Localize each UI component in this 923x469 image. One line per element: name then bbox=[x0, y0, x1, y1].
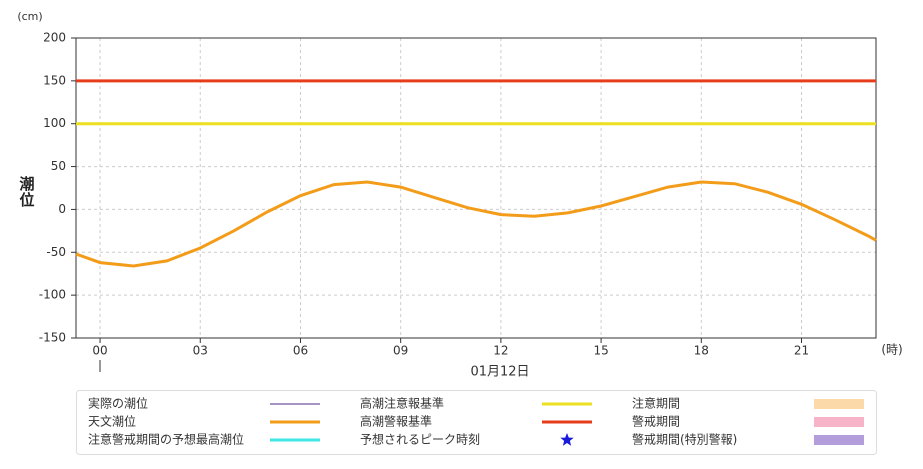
x-tick-label: 21 bbox=[794, 344, 809, 358]
legend-label: 注意警戒期間の予想最高潮位 bbox=[88, 432, 244, 447]
legend-label: 高潮警報基準 bbox=[360, 414, 432, 429]
legend-label: 警戒期間 bbox=[632, 414, 680, 429]
tide-line bbox=[75, 180, 877, 268]
x-tick-label: 12 bbox=[493, 344, 508, 358]
y-tick-label: -100 bbox=[39, 288, 66, 302]
y-tick-label: 100 bbox=[43, 116, 66, 130]
y-tick-label: 200 bbox=[43, 31, 66, 45]
legend-label: 天文潮位 bbox=[88, 414, 136, 429]
y-tick-label: 150 bbox=[43, 73, 66, 87]
x-tick-label: 03 bbox=[193, 344, 208, 358]
legend-swatch bbox=[814, 399, 864, 409]
legend-label: 警戒期間(特別警報) bbox=[632, 432, 737, 447]
x-tick-label: 18 bbox=[694, 344, 709, 358]
y-axis-label: 潮位 bbox=[18, 175, 36, 208]
x-axis-label: 01月12日 bbox=[470, 365, 529, 380]
legend-label: 実際の潮位 bbox=[88, 396, 148, 411]
x-tick-label: 09 bbox=[393, 344, 408, 358]
y-unit: (cm) bbox=[17, 10, 42, 23]
x-tick-label: 00 bbox=[92, 344, 107, 358]
y-tick-label: -50 bbox=[46, 245, 66, 259]
legend-swatch bbox=[560, 433, 574, 446]
y-tick-label: -150 bbox=[39, 331, 66, 345]
legend-swatch bbox=[814, 435, 864, 445]
legend-label: 高潮注意報基準 bbox=[360, 396, 444, 411]
legend-label: 予想されるピーク時刻 bbox=[360, 432, 480, 447]
y-tick-label: 0 bbox=[58, 202, 66, 216]
y-tick-label: 50 bbox=[51, 159, 66, 173]
legend-label: 注意期間 bbox=[632, 396, 680, 411]
plot-frame bbox=[75, 37, 877, 339]
x-tick-label: 06 bbox=[293, 344, 308, 358]
x-unit: (時) bbox=[881, 343, 902, 357]
x-tick-label: 15 bbox=[593, 344, 608, 358]
legend-swatch bbox=[814, 417, 864, 427]
